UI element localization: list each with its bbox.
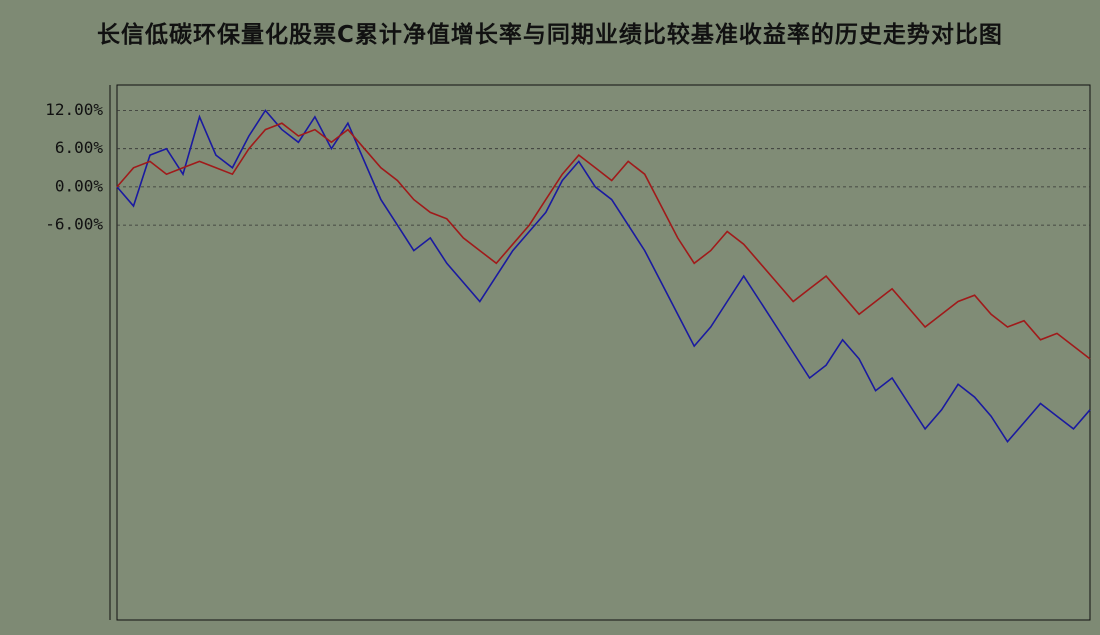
y-tick-label: 12.00% [45, 100, 103, 119]
plot-area [116, 84, 1091, 621]
y-tick-label: 0.00% [55, 176, 104, 195]
y-tick-label: 6.00% [55, 138, 104, 157]
series-line [116, 109, 1091, 444]
y-tick-label: -6.00% [45, 215, 103, 234]
chart-title: 长信低碳环保量化股票C累计净值增长率与同期业绩比较基准收益率的历史走势对比图 [97, 22, 1003, 48]
series-line [116, 122, 1091, 360]
